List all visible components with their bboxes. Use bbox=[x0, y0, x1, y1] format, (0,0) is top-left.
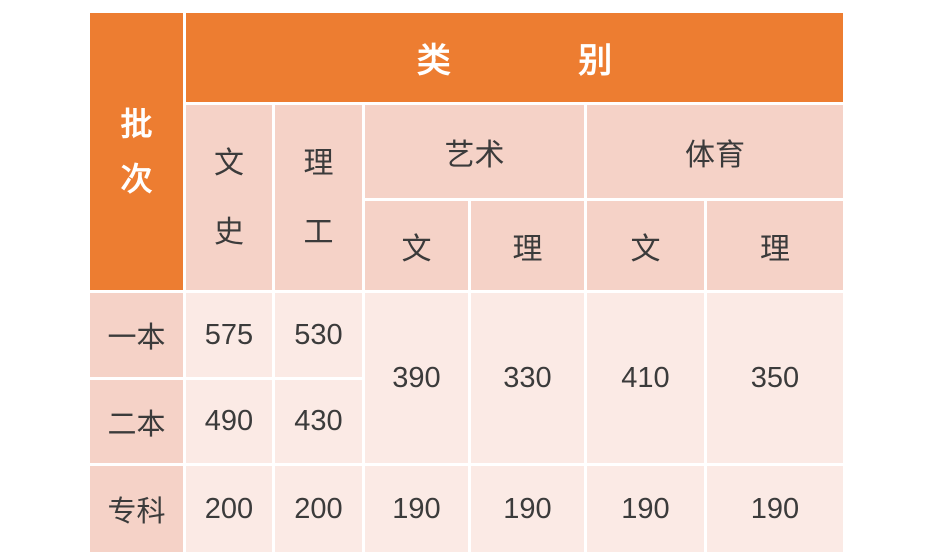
column-group-art: 艺术 bbox=[365, 105, 584, 198]
score-cell: 530 bbox=[275, 293, 362, 377]
score-cell-merged-art-wen: 390 bbox=[365, 293, 468, 463]
score-cell: 430 bbox=[275, 380, 362, 463]
row-label-first-batch: 一本 bbox=[90, 293, 183, 377]
score-cell: 200 bbox=[275, 466, 362, 552]
score-cell: 200 bbox=[186, 466, 272, 552]
score-cell: 190 bbox=[707, 466, 843, 552]
score-cell-merged-sports-wen: 410 bbox=[587, 293, 704, 463]
score-cell: 190 bbox=[587, 466, 704, 552]
category-header: 类 别 bbox=[186, 13, 843, 102]
column-group-sports: 体育 bbox=[587, 105, 843, 198]
score-cell: 190 bbox=[365, 466, 468, 552]
subcolumn-sports-li: 理 bbox=[707, 201, 843, 290]
row-label-second-batch: 二本 bbox=[90, 380, 183, 463]
score-cell: 190 bbox=[471, 466, 584, 552]
subcolumn-art-wen: 文 bbox=[365, 201, 468, 290]
subcolumn-sports-wen: 文 bbox=[587, 201, 704, 290]
corner-header-batch: 批 次 bbox=[90, 13, 183, 290]
column-header-science: 理 工 bbox=[275, 105, 362, 290]
score-cell-merged-art-li: 330 bbox=[471, 293, 584, 463]
score-cell: 490 bbox=[186, 380, 272, 463]
column-header-liberal-arts: 文 史 bbox=[186, 105, 272, 290]
score-cell: 575 bbox=[186, 293, 272, 377]
row-label-vocational: 专科 bbox=[90, 466, 183, 552]
subcolumn-art-li: 理 bbox=[471, 201, 584, 290]
score-cutoff-table: 批 次 类 别 文 史 理 工 艺术 体育 文 理 文 理 一本 575 530… bbox=[90, 13, 843, 552]
score-cell-merged-sports-li: 350 bbox=[707, 293, 843, 463]
